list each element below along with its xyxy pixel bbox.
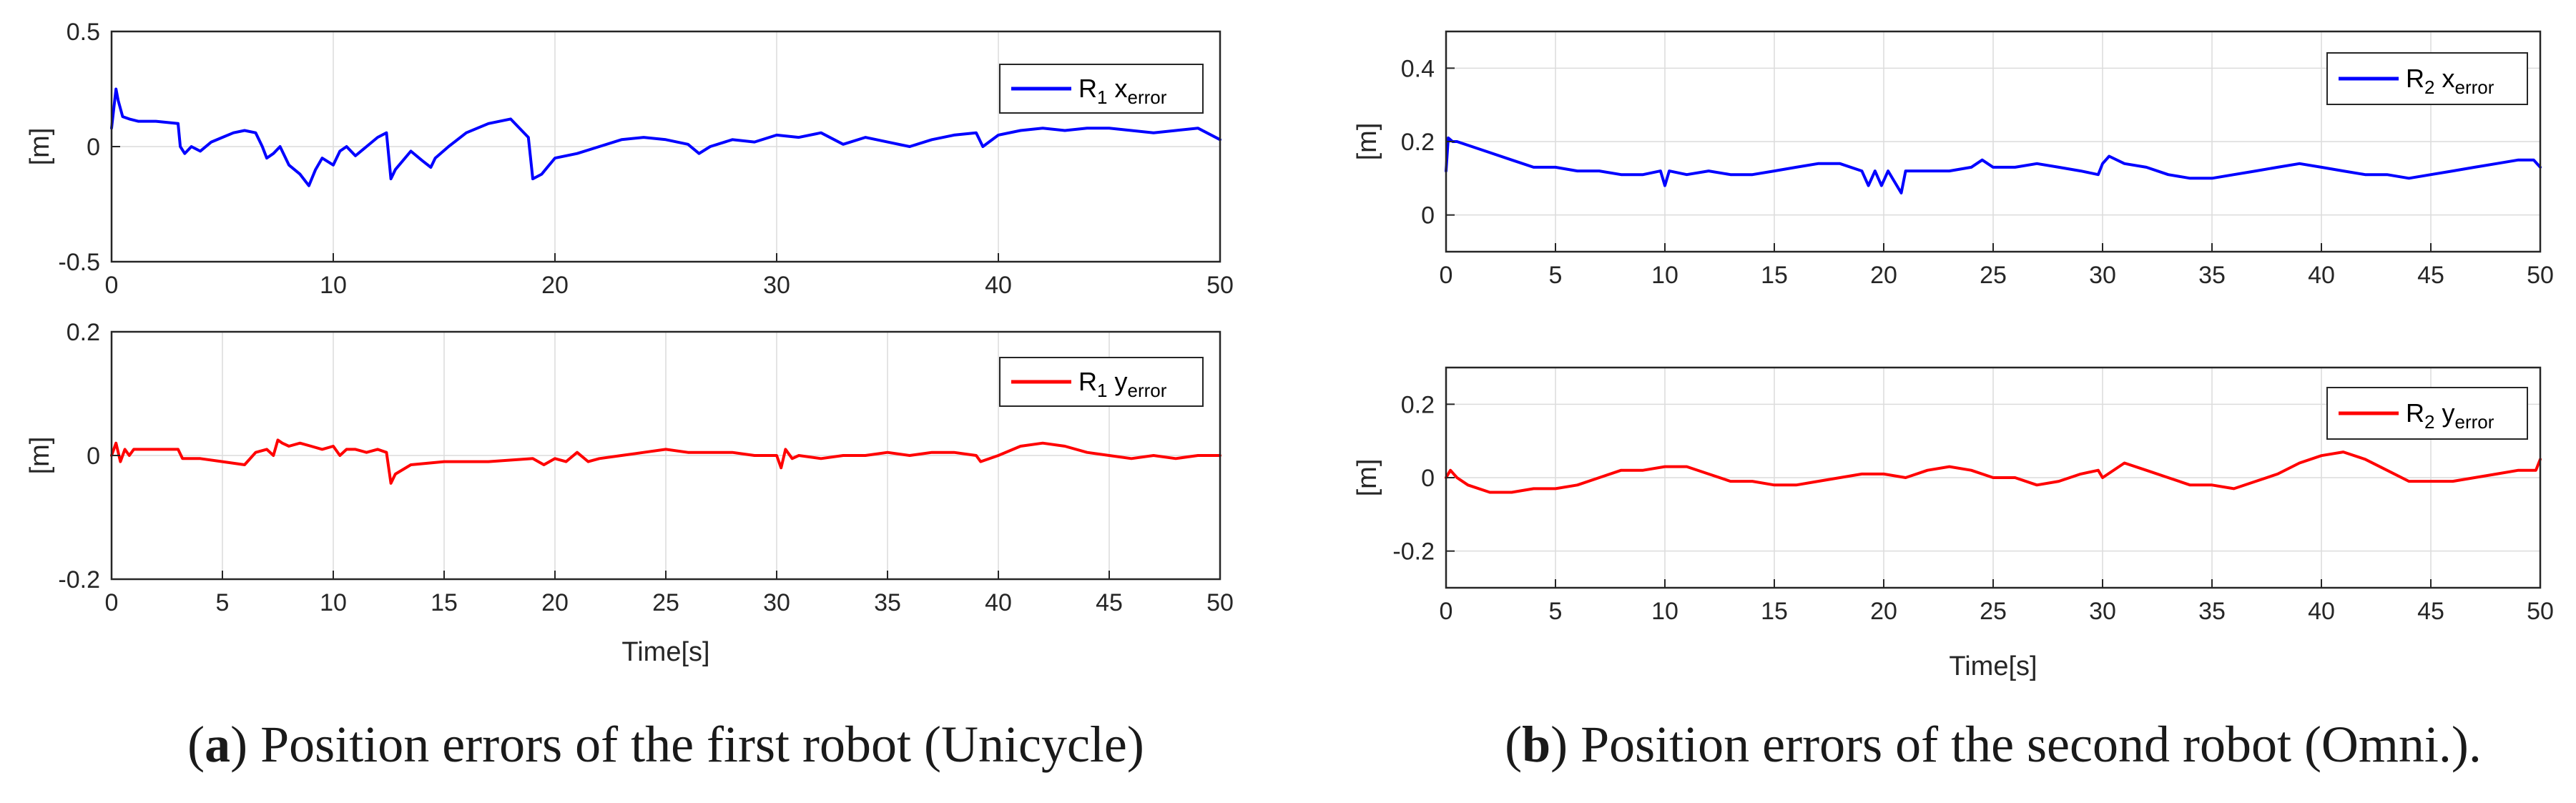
ticks-layer: 0 5 10 15 20 25 30 35 40 45 50 0.2 0 -0.2 bbox=[1392, 391, 2554, 625]
series-layer bbox=[1445, 136, 2542, 194]
x-tick-label: 50 bbox=[1206, 272, 1234, 299]
x-tick-label: 5 bbox=[1549, 262, 1563, 289]
y-tick-label: 0.5 bbox=[67, 19, 100, 46]
x-tick-label: 35 bbox=[2198, 262, 2226, 289]
x-tick-label: 0 bbox=[1440, 262, 1453, 289]
y-axis-label: [m] bbox=[25, 437, 55, 475]
panel-b-bottom-r2-y-error: 0 5 10 15 20 25 30 35 40 45 50 0.2 0 -0.2 [m] Time[s]… bbox=[1352, 366, 2554, 681]
x-tick-label: 10 bbox=[320, 272, 347, 299]
y-tick-label: 0 bbox=[87, 443, 100, 470]
series-line bbox=[110, 87, 1221, 187]
y-tick-label: -0.2 bbox=[1392, 538, 1435, 566]
series-layer bbox=[110, 438, 1221, 485]
legend-entry: R1 xerror bbox=[1078, 74, 1167, 108]
x-tick-label: 10 bbox=[320, 589, 347, 616]
x-tick-label: 0 bbox=[105, 589, 119, 616]
x-tick-label: 20 bbox=[541, 272, 569, 299]
legend: R2 yerror bbox=[2326, 387, 2528, 440]
y-tick-label: 0.4 bbox=[1401, 55, 1435, 82]
y-tick-label: 0.2 bbox=[1401, 391, 1435, 418]
series-line bbox=[1445, 450, 2542, 494]
x-tick-label: 45 bbox=[2417, 262, 2444, 289]
y-tick-label: 0 bbox=[87, 134, 100, 161]
x-tick-label: 50 bbox=[2527, 598, 2554, 625]
x-tick-label: 10 bbox=[1651, 598, 1678, 625]
x-tick-label: 25 bbox=[1980, 262, 2007, 289]
y-axis-label: [m] bbox=[1352, 123, 1382, 161]
y-axis-label: [m] bbox=[25, 128, 55, 166]
x-tick-label: 50 bbox=[2527, 262, 2554, 289]
y-tick-label: 0.2 bbox=[1401, 129, 1435, 156]
caption-a: (a) Position errors of the first robot (… bbox=[187, 716, 1144, 773]
legend-entry: R1 yerror bbox=[1078, 367, 1167, 401]
x-tick-label: 30 bbox=[2089, 262, 2116, 289]
x-tick-label: 25 bbox=[1980, 598, 2007, 625]
series-line bbox=[1445, 136, 2542, 194]
x-tick-label: 40 bbox=[2308, 598, 2335, 625]
legend: R1 xerror bbox=[999, 64, 1204, 114]
x-tick-label: 15 bbox=[1761, 262, 1788, 289]
x-axis-label: Time[s] bbox=[621, 637, 709, 667]
legend: R2 xerror bbox=[2326, 52, 2528, 105]
y-tick-label: -0.5 bbox=[58, 249, 100, 276]
x-tick-label: 45 bbox=[2417, 598, 2444, 625]
y-tick-label: 0 bbox=[1421, 202, 1435, 230]
x-tick-label: 30 bbox=[763, 272, 790, 299]
caption-b: (b) Position errors of the second robot … bbox=[1505, 716, 2482, 773]
ticks-layer: 0 10 20 30 40 500.50-0.5 bbox=[58, 19, 1234, 299]
y-tick-label: -0.2 bbox=[58, 566, 100, 593]
legend: R1 yerror bbox=[999, 357, 1204, 407]
x-tick-label: 5 bbox=[1549, 598, 1563, 625]
legend-entry: R2 yerror bbox=[2406, 398, 2494, 433]
x-tick-label: 35 bbox=[2198, 598, 2226, 625]
x-tick-label: 30 bbox=[763, 589, 790, 616]
y-tick-label: 0 bbox=[1421, 465, 1435, 492]
panel-a-top-r1-x-error: 0 10 20 30 40 500.50-0.5 [m] R1 xerror bbox=[25, 19, 1234, 299]
ticks-layer: 0 5 10 15 20 25 30 35 40 45 50 0.4 0.2 0 bbox=[1401, 55, 2554, 289]
x-tick-label: 20 bbox=[541, 589, 569, 616]
panel-b-top-r2-x-error: 0 5 10 15 20 25 30 35 40 45 50 0.4 0.2 0 [m] R2 xerro… bbox=[1352, 30, 2554, 289]
x-tick-label: 20 bbox=[1870, 262, 1897, 289]
x-tick-label: 0 bbox=[1440, 598, 1453, 625]
series-line bbox=[110, 438, 1221, 485]
series-layer bbox=[1445, 450, 2542, 494]
x-tick-label: 30 bbox=[2089, 598, 2116, 625]
x-tick-label: 20 bbox=[1870, 598, 1897, 625]
x-tick-label: 45 bbox=[1096, 589, 1123, 616]
panel-a-bottom-r1-y-error: 0 5 10 15 20 25 30 35 40 45 500.20-0.2 [m] Time[s]… bbox=[25, 319, 1234, 667]
x-tick-label: 0 bbox=[105, 272, 119, 299]
y-axis-label: [m] bbox=[1352, 459, 1382, 497]
x-tick-label: 10 bbox=[1651, 262, 1678, 289]
y-tick-label: 0.2 bbox=[67, 319, 100, 346]
x-axis-label: Time[s] bbox=[1949, 651, 2037, 681]
x-tick-label: 40 bbox=[985, 589, 1012, 616]
x-tick-label: 35 bbox=[874, 589, 901, 616]
x-tick-label: 40 bbox=[985, 272, 1012, 299]
ticks-layer: 0 5 10 15 20 25 30 35 40 45 500.20-0.2 bbox=[58, 319, 1234, 616]
x-tick-label: 15 bbox=[1761, 598, 1788, 625]
x-tick-label: 15 bbox=[431, 589, 458, 616]
legend-entry: R2 xerror bbox=[2406, 64, 2494, 98]
x-tick-label: 40 bbox=[2308, 262, 2335, 289]
x-tick-label: 50 bbox=[1206, 589, 1234, 616]
series-layer bbox=[110, 87, 1221, 187]
x-tick-label: 5 bbox=[216, 589, 230, 616]
x-tick-label: 25 bbox=[652, 589, 679, 616]
